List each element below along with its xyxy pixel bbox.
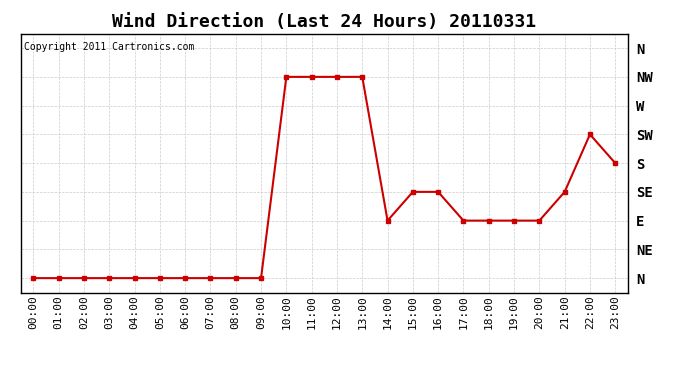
Title: Wind Direction (Last 24 Hours) 20110331: Wind Direction (Last 24 Hours) 20110331 (112, 13, 536, 31)
Text: Copyright 2011 Cartronics.com: Copyright 2011 Cartronics.com (23, 42, 194, 51)
